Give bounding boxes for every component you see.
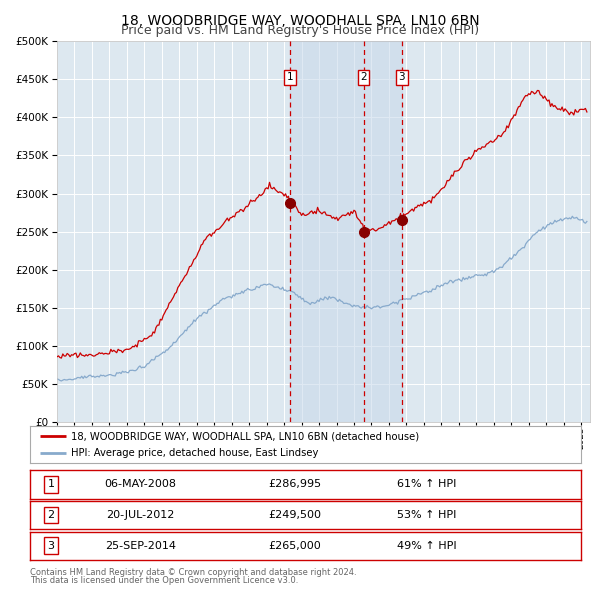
Text: 18, WOODBRIDGE WAY, WOODHALL SPA, LN10 6BN (detached house): 18, WOODBRIDGE WAY, WOODHALL SPA, LN10 6… xyxy=(71,431,419,441)
Text: 2: 2 xyxy=(47,510,55,520)
Text: 3: 3 xyxy=(47,541,55,550)
Text: 25-SEP-2014: 25-SEP-2014 xyxy=(104,541,176,550)
Text: £286,995: £286,995 xyxy=(268,480,321,489)
Text: 3: 3 xyxy=(398,73,405,83)
Text: 1: 1 xyxy=(287,73,293,83)
Text: 1: 1 xyxy=(47,480,55,489)
Text: Contains HM Land Registry data © Crown copyright and database right 2024.: Contains HM Land Registry data © Crown c… xyxy=(30,568,356,577)
Text: 18, WOODBRIDGE WAY, WOODHALL SPA, LN10 6BN: 18, WOODBRIDGE WAY, WOODHALL SPA, LN10 6… xyxy=(121,14,479,28)
Text: 06-MAY-2008: 06-MAY-2008 xyxy=(104,480,176,489)
Text: Price paid vs. HM Land Registry's House Price Index (HPI): Price paid vs. HM Land Registry's House … xyxy=(121,24,479,37)
Text: HPI: Average price, detached house, East Lindsey: HPI: Average price, detached house, East… xyxy=(71,448,319,458)
Text: This data is licensed under the Open Government Licence v3.0.: This data is licensed under the Open Gov… xyxy=(30,576,298,585)
Text: 49% ↑ HPI: 49% ↑ HPI xyxy=(397,541,457,550)
Text: 61% ↑ HPI: 61% ↑ HPI xyxy=(397,480,456,489)
Text: 20-JUL-2012: 20-JUL-2012 xyxy=(106,510,175,520)
Bar xyxy=(290,41,401,422)
Text: £249,500: £249,500 xyxy=(268,510,321,520)
Text: 2: 2 xyxy=(360,73,367,83)
Text: £265,000: £265,000 xyxy=(268,541,321,550)
Text: 53% ↑ HPI: 53% ↑ HPI xyxy=(397,510,456,520)
